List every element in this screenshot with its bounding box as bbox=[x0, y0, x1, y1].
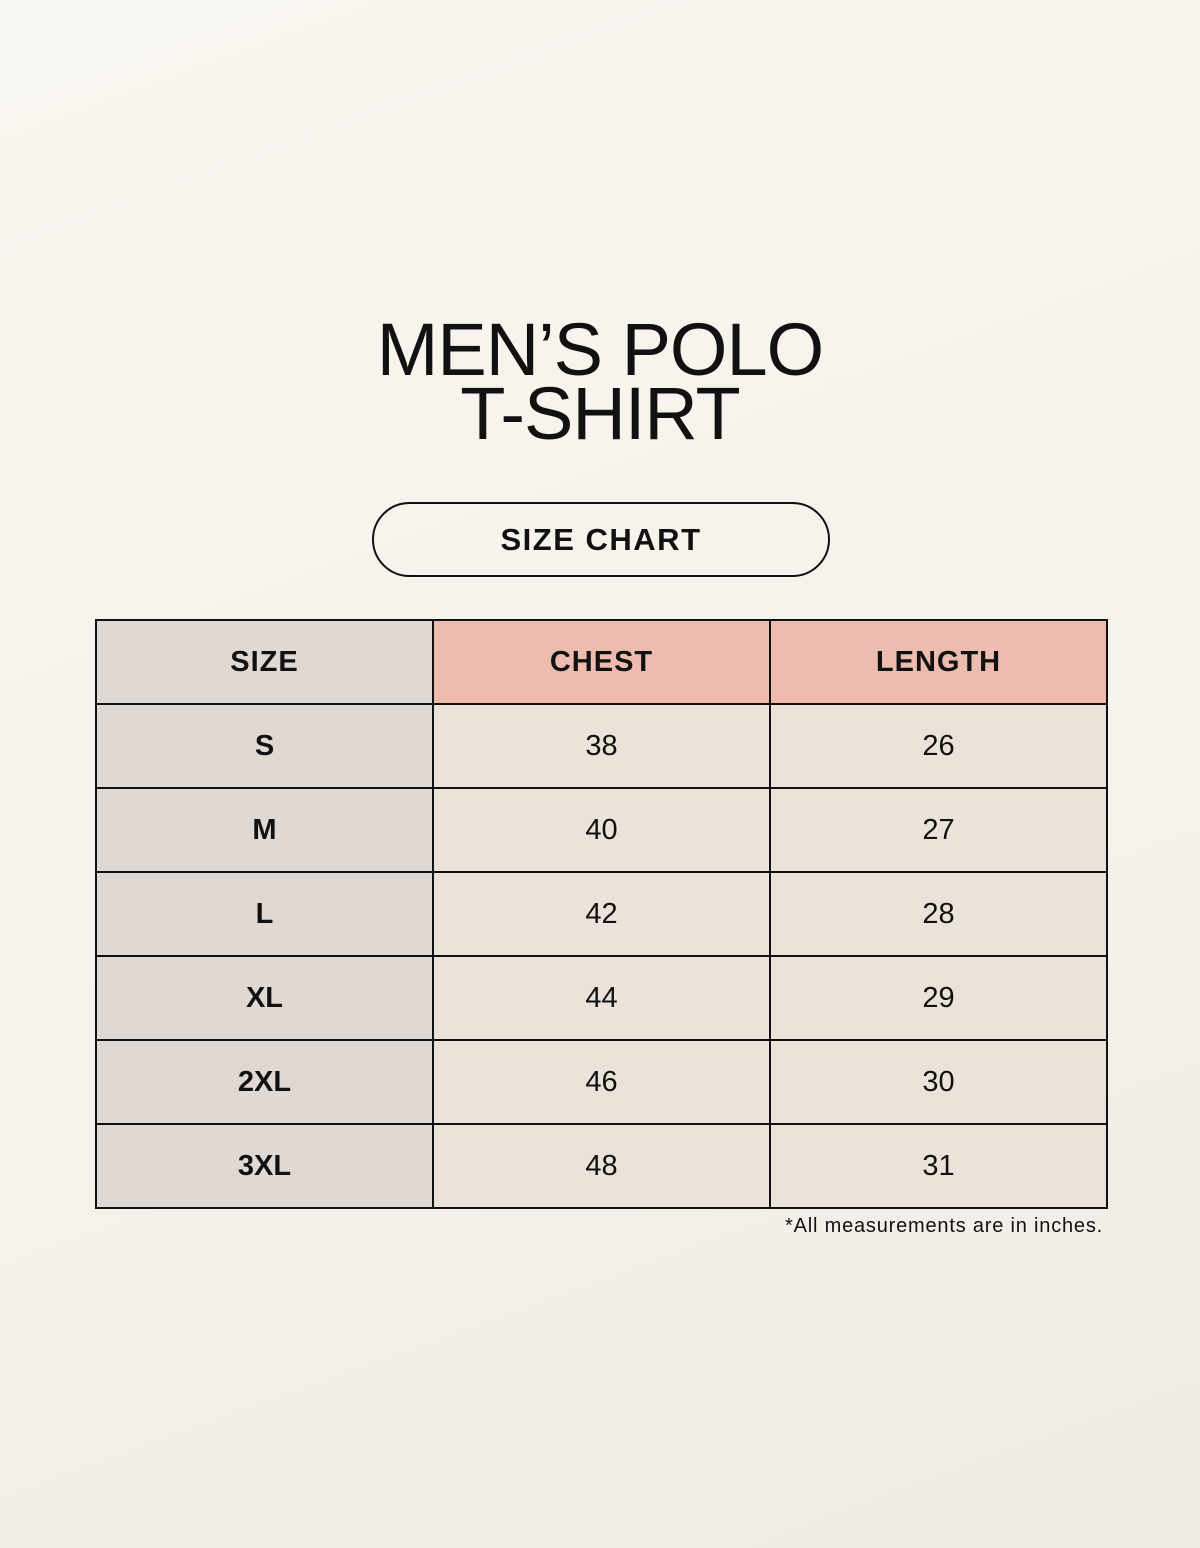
cell-length: 27 bbox=[769, 787, 1108, 873]
cell-chest: 38 bbox=[432, 703, 771, 789]
table-row: 3XL 48 31 bbox=[95, 1123, 1108, 1209]
cell-size: S bbox=[95, 703, 434, 789]
cell-chest: 46 bbox=[432, 1039, 771, 1125]
header-length: LENGTH bbox=[769, 619, 1108, 705]
table-row: M 40 27 bbox=[95, 787, 1108, 873]
table-row: 2XL 46 30 bbox=[95, 1039, 1108, 1125]
cell-chest: 40 bbox=[432, 787, 771, 873]
size-table: SIZE CHEST LENGTH S 38 26 M 40 27 L 42 28 XL 44 29 2… bbox=[95, 619, 1108, 1209]
cell-length: 31 bbox=[769, 1123, 1108, 1209]
header-size: SIZE bbox=[95, 619, 434, 705]
title-line-1: MEN’S POLO bbox=[376, 308, 824, 391]
cell-size: 2XL bbox=[95, 1039, 434, 1125]
size-chart-label: SIZE CHART bbox=[372, 502, 830, 577]
table-row: L 42 28 bbox=[95, 871, 1108, 957]
footnote: *All measurements are in inches. bbox=[785, 1215, 1103, 1237]
cell-size: 3XL bbox=[95, 1123, 434, 1209]
table-header-row: SIZE CHEST LENGTH bbox=[95, 619, 1108, 705]
cell-length: 29 bbox=[769, 955, 1108, 1041]
header-chest: CHEST bbox=[432, 619, 771, 705]
cell-chest: 48 bbox=[432, 1123, 771, 1209]
cell-chest: 44 bbox=[432, 955, 771, 1041]
title-line-2: T-SHIRT bbox=[460, 372, 740, 455]
page-title: MEN’S POLO T-SHIRT bbox=[0, 308, 1200, 455]
cell-size: XL bbox=[95, 955, 434, 1041]
cell-size: L bbox=[95, 871, 434, 957]
table-row: XL 44 29 bbox=[95, 955, 1108, 1041]
cell-length: 26 bbox=[769, 703, 1108, 789]
cell-length: 28 bbox=[769, 871, 1108, 957]
cell-size: M bbox=[95, 787, 434, 873]
cell-chest: 42 bbox=[432, 871, 771, 957]
table-row: S 38 26 bbox=[95, 703, 1108, 789]
cell-length: 30 bbox=[769, 1039, 1108, 1125]
